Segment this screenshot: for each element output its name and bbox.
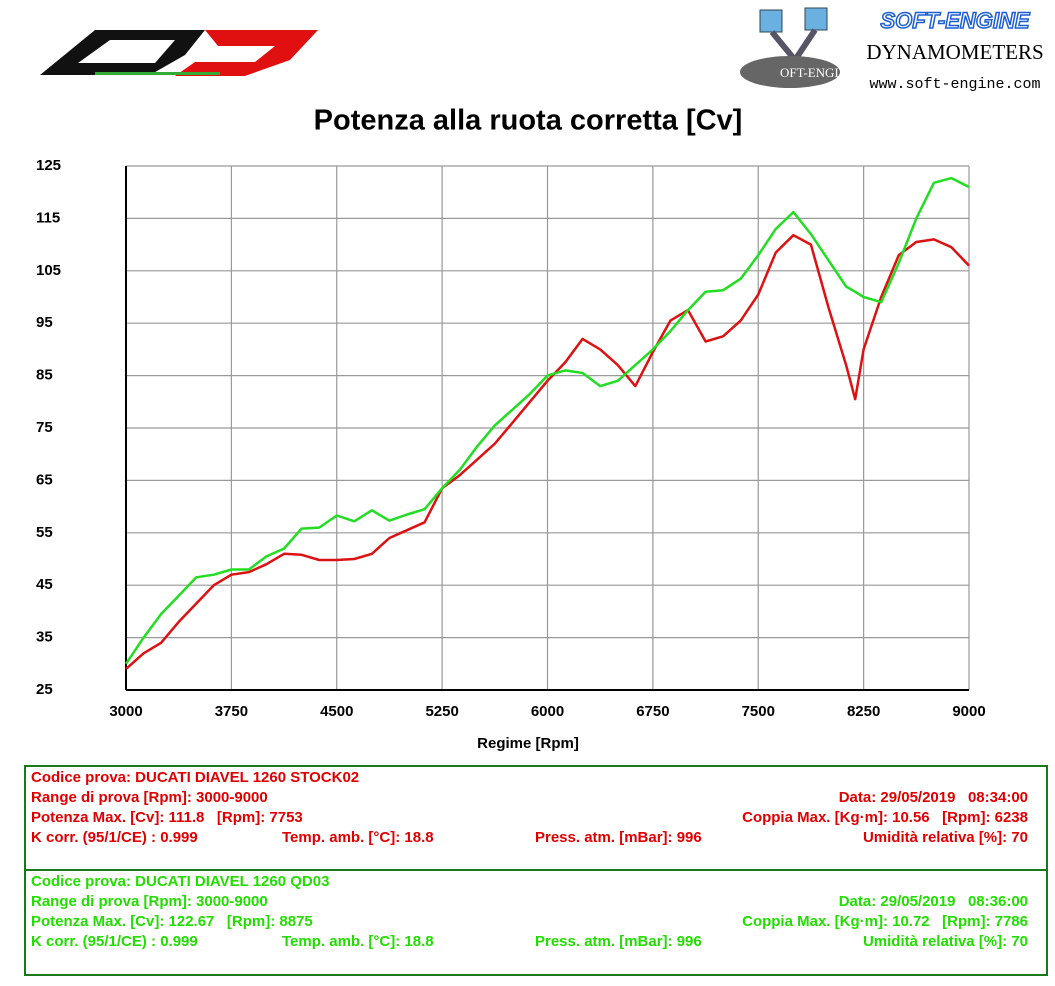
- info-text: K corr. (95/1/CE) : 0.999: [31, 829, 198, 846]
- brand-subtitle: DYNAMOMETERS: [866, 40, 1043, 64]
- info-box: [24, 869, 1048, 976]
- plot: 25 35 45 55 65 75 85 95 105 115 125 3000 3750 4500 525…: [36, 157, 986, 720]
- info-text: Temp. amb. [°C]: 18.8: [282, 933, 434, 950]
- y-tick-label: 25: [36, 681, 53, 698]
- info-text: Press. atm. [mBar]: 996: [535, 829, 702, 846]
- x-tick-label: 4500: [320, 703, 353, 720]
- soft-engine-logo: OFT-ENGINE SOFT-ENGINE DYNAMOMETERS www.…: [740, 7, 1044, 93]
- info-text: Potenza Max. [Cv]: 111.8 [Rpm]: 7753: [31, 809, 303, 826]
- info-text: Potenza Max. [Cv]: 122.67 [Rpm]: 8875: [31, 913, 313, 930]
- y-tick-label: 85: [36, 367, 53, 384]
- x-tick-label: 9000: [952, 703, 985, 720]
- x-tick-label: 6750: [636, 703, 669, 720]
- x-tick-label: 7500: [742, 703, 775, 720]
- info-text: Umidità relativa [%]: 70: [863, 829, 1028, 846]
- info-text: Codice prova: DUCATI DIAVEL 1260 QD03: [31, 873, 329, 890]
- y-tick-label: 95: [36, 314, 53, 331]
- info-text: Coppia Max. [Kg·m]: 10.56 [Rpm]: 6238: [742, 809, 1028, 826]
- info-text: Umidità relativa [%]: 70: [863, 933, 1028, 950]
- qd-logo: [40, 30, 318, 76]
- series-line: [125, 233, 970, 670]
- x-tick-label: 3000: [109, 703, 142, 720]
- y-tick-label: 55: [36, 524, 53, 541]
- chart-title: Potenza alla ruota corretta [Cv]: [314, 105, 743, 137]
- y-tick-label: 65: [36, 471, 53, 488]
- y-tick-label: 75: [36, 419, 53, 436]
- x-tick-label: 5250: [425, 703, 458, 720]
- y-tick-label: 115: [36, 209, 60, 226]
- x-tick-label: 6000: [531, 703, 564, 720]
- info-text: K corr. (95/1/CE) : 0.999: [31, 933, 198, 950]
- info-text: Press. atm. [mBar]: 996: [535, 933, 702, 950]
- y-tick-label: 35: [36, 629, 53, 646]
- info-text: Coppia Max. [Kg·m]: 10.72 [Rpm]: 7786: [742, 913, 1028, 930]
- info-text: Data: 29/05/2019 08:34:00: [839, 789, 1028, 806]
- x-axis-label: Regime [Rpm]: [477, 735, 579, 752]
- brand: SOFT-ENGINE: [880, 8, 1030, 33]
- badge-text: OFT-ENGINE: [780, 65, 856, 80]
- y-tick-label: 125: [36, 157, 61, 174]
- brand-url: www.soft-engine.com: [869, 76, 1040, 93]
- x-tick-label: 3750: [215, 703, 248, 720]
- info-text: Range di prova [Rpm]: 3000-9000: [31, 893, 268, 910]
- info-text: Data: 29/05/2019 08:36:00: [839, 893, 1028, 910]
- info-text: Range di prova [Rpm]: 3000-9000: [31, 789, 268, 806]
- series-line: [124, 176, 970, 665]
- x-tick-label: 8250: [847, 703, 880, 720]
- info-text: Codice prova: DUCATI DIAVEL 1260 STOCK02: [31, 769, 359, 786]
- y-tick-label: 105: [36, 262, 61, 279]
- info-text: Temp. amb. [°C]: 18.8: [282, 829, 434, 846]
- info: Codice prova: DUCATI DIAVEL 1260 STOCK02…: [31, 769, 1028, 950]
- y-tick-label: 45: [36, 576, 53, 593]
